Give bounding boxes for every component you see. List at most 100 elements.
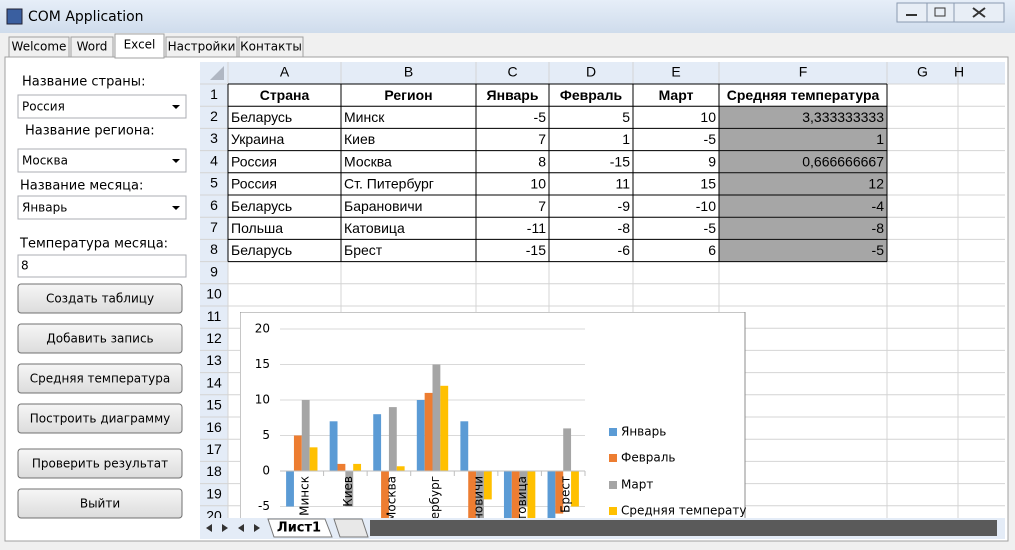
new-sheet-tab[interactable] <box>333 518 369 538</box>
bar <box>309 447 318 471</box>
bar <box>353 463 362 471</box>
table-cell: -9 <box>618 198 631 214</box>
table-cell: Москва <box>344 153 392 169</box>
chart: -5 0 5 10 15 20 Минск Киев Москва Ст. Питербург Ба… <box>240 312 761 550</box>
text-input[interactable] <box>17 254 187 278</box>
table-cell: -8 <box>872 220 885 236</box>
table-cell: Польша <box>231 220 283 236</box>
table-cell: 1 <box>876 131 884 147</box>
table-cell: 6 <box>708 242 716 258</box>
table-header-cell: Страна <box>260 87 310 103</box>
tab[interactable] <box>114 33 165 59</box>
table-cell: 8 <box>538 153 546 169</box>
sheet-nav-button[interactable] <box>222 524 228 532</box>
tab[interactable] <box>8 36 70 58</box>
column-header: C <box>507 64 517 80</box>
bar <box>286 471 294 507</box>
bar <box>563 428 572 471</box>
x-tick-label: Барановичи <box>472 476 486 550</box>
button[interactable] <box>17 403 183 434</box>
button[interactable] <box>17 363 183 394</box>
legend-swatch <box>609 481 617 489</box>
x-tick-label: Минск <box>297 476 311 516</box>
tab-label: Excel <box>124 38 156 52</box>
dropdown-arrow <box>172 105 180 109</box>
table-cell: -8 <box>618 220 631 236</box>
button-label: Проверить результат <box>32 457 168 471</box>
bar <box>373 414 382 471</box>
row-header: 20 <box>206 508 222 524</box>
dropdown-arrow <box>172 159 180 163</box>
bar <box>381 471 389 518</box>
button[interactable] <box>17 448 183 479</box>
button[interactable] <box>17 488 183 519</box>
table-header-cell: Февраль <box>560 87 623 103</box>
y-tick-label: 5 <box>262 428 270 442</box>
tab-label: Welcome <box>12 40 67 54</box>
column-header: F <box>799 64 808 80</box>
row-header: 15 <box>206 397 222 413</box>
shaded-range <box>719 106 887 262</box>
bar <box>547 471 556 518</box>
tab[interactable] <box>70 36 114 58</box>
tab[interactable] <box>165 36 238 58</box>
x-tick-label: Москва <box>384 476 398 522</box>
bar <box>329 421 338 471</box>
sheet-nav-button[interactable] <box>254 524 260 532</box>
bar <box>503 471 512 518</box>
column-header: G <box>917 64 928 80</box>
legend-label: Средняя температура <box>621 504 761 518</box>
select-all <box>210 66 224 80</box>
chart-area: -5 0 5 10 15 20 Минск Киев Москва Ст. Питербург Ба… <box>240 312 761 550</box>
sheet-tab[interactable] <box>267 518 333 538</box>
chart-bg <box>240 312 746 518</box>
form-panel: Название страны: Россия Название региона: М… <box>17 75 187 519</box>
y-tick-label: 20 <box>255 322 270 336</box>
bar <box>440 385 449 471</box>
sheet-nav-button[interactable] <box>238 524 244 532</box>
table-header-cell: Январь <box>487 87 539 103</box>
table-cell: 1 <box>622 131 630 147</box>
bar <box>527 471 536 518</box>
row-header: 4 <box>210 152 218 168</box>
combobox-value: Москва <box>22 154 68 168</box>
legend-label: Март <box>621 478 653 492</box>
combobox[interactable] <box>17 195 187 220</box>
tab-label: Контакты <box>240 40 302 54</box>
sheet-nav-button[interactable] <box>206 524 212 532</box>
row-header: 3 <box>210 130 218 146</box>
minimize-button[interactable] <box>896 2 928 23</box>
tab-label: Word <box>77 40 108 54</box>
table-cell: Беларусь <box>231 242 292 258</box>
table-cell: -5 <box>872 242 885 258</box>
combobox[interactable] <box>17 94 187 119</box>
field-label: Название страны: <box>22 75 145 90</box>
button[interactable] <box>17 283 183 314</box>
table-cell: Россия <box>231 176 277 192</box>
combobox[interactable] <box>17 148 187 173</box>
table-cell: -15 <box>526 242 546 258</box>
button[interactable] <box>17 323 183 354</box>
y-tick-label: 15 <box>255 357 270 371</box>
bar <box>293 435 302 471</box>
table-cell: -11 <box>527 220 546 236</box>
combobox-value: Январь <box>22 201 67 215</box>
sheet-scroll <box>370 520 997 536</box>
table-cell: -15 <box>610 153 630 169</box>
maximize-button[interactable] <box>926 2 955 23</box>
field-label: Название месяца: <box>20 179 143 194</box>
button-label: Добавить запись <box>46 332 153 346</box>
window-controls <box>896 2 1005 23</box>
table-cell: Россия <box>231 153 277 169</box>
button-label: Средняя температура <box>30 372 170 386</box>
table-cell: -5 <box>704 220 717 236</box>
column-header: D <box>586 64 596 80</box>
window-title: COM Application <box>28 9 144 25</box>
table-cell: 15 <box>700 176 716 192</box>
dropdown-arrow <box>172 206 180 210</box>
table-cell: 7 <box>538 198 546 214</box>
field-label: Температура месяца: <box>19 237 168 252</box>
tab[interactable] <box>238 36 304 58</box>
sheet-tab-bar: Лист1 <box>200 518 1005 539</box>
